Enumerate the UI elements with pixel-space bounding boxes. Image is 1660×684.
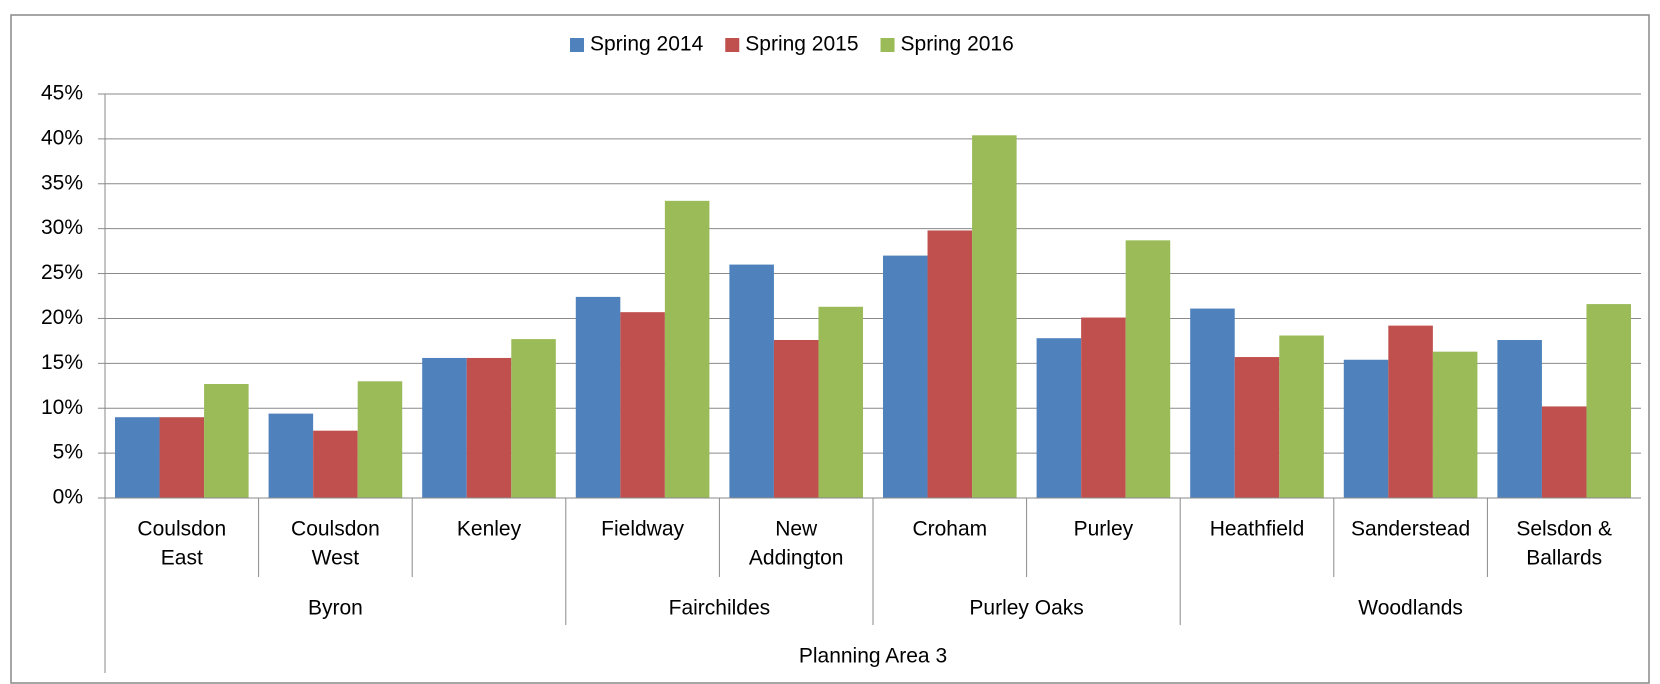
- bar: [1541, 406, 1587, 498]
- x-tick-label: Purley: [1074, 518, 1134, 541]
- x-tick-label: Fieldway: [601, 518, 684, 541]
- group-label: Byron: [308, 597, 363, 620]
- y-tick-label: 20%: [41, 306, 83, 329]
- legend-label: Spring 2015: [745, 33, 858, 56]
- bar: [313, 430, 358, 498]
- legend-swatch: [880, 38, 895, 52]
- bar: [114, 417, 160, 498]
- x-tick-label: Selsdon &: [1516, 518, 1612, 541]
- bar: [1036, 338, 1082, 498]
- legend-swatch: [725, 38, 740, 52]
- bar: [1497, 339, 1542, 498]
- bar: [927, 230, 973, 498]
- bar: [204, 383, 249, 498]
- bar: [818, 306, 864, 498]
- bar: [511, 339, 556, 498]
- y-tick-label: 5%: [53, 441, 83, 464]
- x-tick-label: Coulsdon: [291, 518, 380, 541]
- bar: [268, 413, 314, 498]
- bar: [729, 264, 774, 498]
- x-tick-label: Heathfield: [1210, 518, 1305, 541]
- y-tick-label: 0%: [53, 486, 83, 509]
- bar: [159, 417, 205, 498]
- y-tick-label: 45%: [41, 82, 83, 105]
- x-tick-label: Kenley: [457, 518, 522, 541]
- bar: [882, 255, 928, 498]
- bar: [422, 357, 467, 498]
- bar: [620, 312, 665, 498]
- y-tick-label: 35%: [41, 171, 83, 194]
- bar: [972, 135, 1017, 498]
- legend-swatch: [570, 38, 584, 52]
- x-tick-label: Croham: [912, 518, 987, 541]
- x-tick-label: West: [312, 547, 360, 570]
- x-tick-label: East: [161, 547, 203, 570]
- bar: [466, 357, 512, 498]
- x-tick-label: Coulsdon: [137, 518, 226, 541]
- y-tick-label: 40%: [41, 126, 83, 149]
- bar: [1125, 240, 1171, 499]
- y-tick-label: 10%: [41, 396, 83, 419]
- group-label: Woodlands: [1358, 597, 1463, 620]
- y-tick-label: 25%: [41, 261, 83, 284]
- bar: [357, 381, 403, 498]
- x-tick-label: Ballards: [1526, 547, 1602, 570]
- bar: [1432, 351, 1478, 498]
- bar: [1343, 359, 1389, 498]
- bar: [1234, 357, 1280, 498]
- bar: [664, 200, 710, 498]
- bar: [1081, 317, 1126, 498]
- bar: [1388, 325, 1433, 498]
- bar: [1190, 308, 1235, 498]
- bar: [773, 339, 819, 498]
- x-tick-label: Sanderstead: [1351, 518, 1470, 541]
- y-tick-label: 30%: [41, 216, 83, 239]
- legend-label: Spring 2014: [590, 33, 704, 56]
- legend-label: Spring 2016: [901, 33, 1014, 56]
- x-tick-label: New: [775, 518, 818, 541]
- bar: [1279, 335, 1324, 498]
- axis-title: Planning Area 3: [799, 645, 947, 668]
- y-tick-label: 15%: [41, 351, 83, 374]
- group-label: Purley Oaks: [969, 597, 1083, 620]
- x-tick-label: Addington: [749, 547, 844, 570]
- bar: [1586, 304, 1632, 498]
- bar: [575, 296, 621, 498]
- group-label: Fairchildes: [669, 597, 771, 620]
